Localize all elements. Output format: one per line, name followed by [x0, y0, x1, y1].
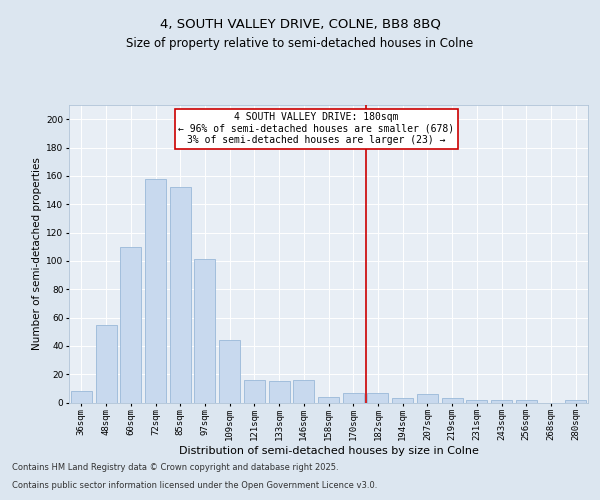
Bar — [194, 260, 215, 402]
Bar — [71, 391, 92, 402]
Bar — [170, 187, 191, 402]
Y-axis label: Number of semi-detached properties: Number of semi-detached properties — [32, 158, 42, 350]
Bar — [145, 178, 166, 402]
Bar — [269, 381, 290, 402]
Bar — [565, 400, 586, 402]
Text: Contains public sector information licensed under the Open Government Licence v3: Contains public sector information licen… — [12, 481, 377, 490]
Bar — [318, 397, 339, 402]
Text: 4, SOUTH VALLEY DRIVE, COLNE, BB8 8BQ: 4, SOUTH VALLEY DRIVE, COLNE, BB8 8BQ — [160, 18, 440, 30]
Bar — [293, 380, 314, 402]
Bar — [491, 400, 512, 402]
Bar — [367, 392, 388, 402]
Bar — [417, 394, 438, 402]
Text: Size of property relative to semi-detached houses in Colne: Size of property relative to semi-detach… — [127, 38, 473, 51]
Bar — [219, 340, 240, 402]
Bar — [516, 400, 537, 402]
Bar — [343, 392, 364, 402]
X-axis label: Distribution of semi-detached houses by size in Colne: Distribution of semi-detached houses by … — [179, 446, 478, 456]
Text: Contains HM Land Registry data © Crown copyright and database right 2025.: Contains HM Land Registry data © Crown c… — [12, 464, 338, 472]
Text: 4 SOUTH VALLEY DRIVE: 180sqm
← 96% of semi-detached houses are smaller (678)
3% : 4 SOUTH VALLEY DRIVE: 180sqm ← 96% of se… — [178, 112, 454, 146]
Bar — [244, 380, 265, 402]
Bar — [95, 324, 116, 402]
Bar — [120, 246, 141, 402]
Bar — [466, 400, 487, 402]
Bar — [442, 398, 463, 402]
Bar — [392, 398, 413, 402]
